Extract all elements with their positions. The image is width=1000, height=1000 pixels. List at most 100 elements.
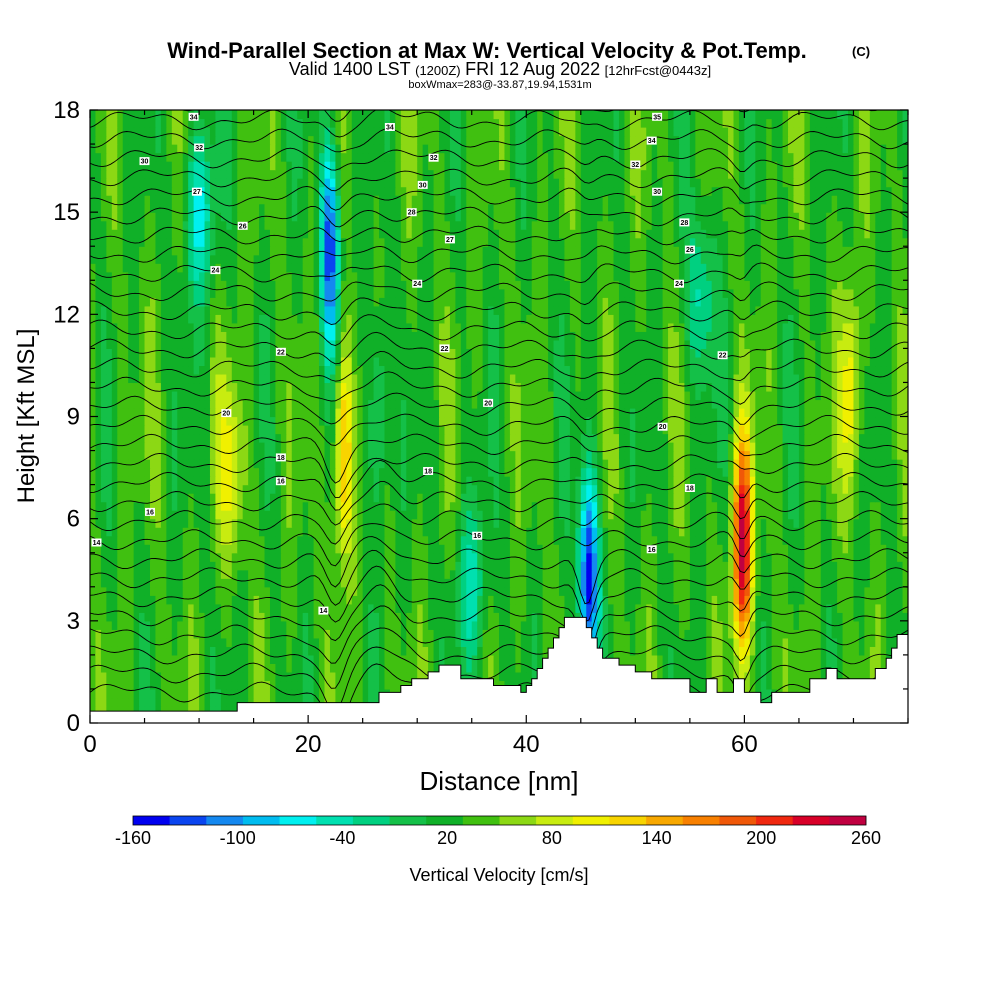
velocity-cell — [117, 671, 124, 682]
velocity-cell — [242, 629, 249, 639]
velocity-cell — [848, 476, 855, 486]
velocity-cell — [291, 552, 298, 562]
velocity-cell — [542, 561, 549, 571]
velocity-cell — [155, 476, 162, 486]
velocity-cell — [128, 637, 135, 647]
velocity-cell — [722, 654, 729, 664]
velocity-cell — [351, 552, 358, 562]
velocity-cell — [586, 586, 593, 596]
velocity-cell — [766, 535, 773, 545]
velocity-cell — [362, 646, 369, 656]
velocity-cell — [471, 603, 478, 613]
velocity-cell — [858, 510, 865, 520]
velocity-cell — [869, 629, 876, 639]
velocity-cell — [373, 518, 380, 528]
velocity-cell — [749, 620, 756, 630]
velocity-cell — [346, 697, 353, 707]
velocity-cell — [618, 620, 626, 630]
velocity-cell — [477, 671, 484, 682]
velocity-cell — [493, 518, 500, 528]
velocity-cell — [428, 544, 435, 554]
velocity-cell — [831, 552, 838, 562]
velocity-cell — [368, 629, 375, 639]
velocity-cell — [259, 688, 266, 699]
velocity-cell — [400, 569, 407, 579]
velocity-cell — [340, 620, 347, 630]
velocity-cell — [160, 552, 167, 562]
velocity-cell — [482, 561, 489, 571]
velocity-cell — [351, 484, 358, 494]
velocity-cell — [509, 612, 516, 622]
velocity-cell — [329, 442, 336, 452]
velocity-cell — [209, 476, 217, 486]
velocity-cell — [706, 561, 713, 571]
velocity-cell — [848, 493, 855, 503]
velocity-cell — [100, 527, 107, 537]
velocity-cell — [700, 629, 707, 639]
velocity-cell — [700, 544, 707, 554]
velocity-cell — [400, 518, 407, 528]
velocity-cell — [193, 561, 200, 571]
velocity-cell — [182, 705, 189, 716]
velocity-cell — [678, 501, 686, 511]
velocity-cell — [782, 493, 789, 503]
velocity-cell — [798, 484, 805, 494]
velocity-cell — [880, 467, 887, 477]
velocity-cell — [646, 603, 653, 613]
velocity-cell — [90, 705, 97, 716]
velocity-cell — [220, 510, 227, 520]
velocity-cell — [362, 476, 369, 486]
velocity-cell — [242, 484, 249, 494]
velocity-cell — [711, 552, 718, 562]
velocity-cell — [122, 586, 129, 596]
velocity-cell — [777, 552, 784, 562]
velocity-cell — [897, 501, 904, 511]
velocity-cell — [646, 569, 653, 579]
velocity-cell — [531, 586, 538, 596]
velocity-cell — [237, 646, 244, 656]
velocity-cell — [602, 450, 609, 460]
velocity-cell — [242, 450, 249, 460]
velocity-cell — [269, 450, 277, 460]
velocity-cell — [428, 442, 435, 452]
velocity-cell — [537, 620, 544, 630]
velocity-cell — [264, 688, 271, 699]
velocity-cell — [662, 467, 669, 477]
velocity-cell — [302, 476, 309, 486]
velocity-cell — [553, 552, 560, 562]
velocity-cell — [133, 629, 140, 639]
velocity-cell — [231, 646, 238, 656]
velocity-cell — [848, 561, 855, 571]
velocity-cell — [417, 620, 424, 630]
velocity-cell — [777, 629, 784, 639]
velocity-cell — [657, 595, 664, 605]
velocity-cell — [160, 697, 167, 707]
velocity-cell — [324, 646, 331, 656]
velocity-cell — [809, 646, 816, 656]
velocity-cell — [291, 612, 298, 622]
velocity-cell — [869, 552, 876, 562]
velocity-cell — [242, 646, 249, 656]
velocity-cell — [509, 603, 516, 613]
velocity-cell — [177, 493, 184, 503]
velocity-cell — [357, 637, 364, 647]
velocity-cell — [253, 569, 260, 579]
velocity-cell — [858, 578, 865, 588]
velocity-cell — [308, 646, 315, 656]
velocity-cell — [738, 518, 745, 528]
velocity-cell — [379, 578, 386, 588]
velocity-cell — [329, 629, 336, 639]
velocity-cell — [264, 637, 271, 647]
velocity-cell — [744, 518, 751, 528]
velocity-cell — [155, 637, 162, 647]
velocity-cell — [733, 620, 740, 630]
velocity-cell — [728, 442, 735, 452]
velocity-cell — [384, 595, 391, 605]
velocity-cell — [733, 586, 740, 596]
velocity-cell — [499, 459, 506, 469]
velocity-cell — [520, 467, 527, 477]
velocity-cell — [373, 552, 380, 562]
velocity-cell — [128, 578, 135, 588]
velocity-cell — [291, 442, 298, 452]
velocity-cell — [428, 578, 435, 588]
